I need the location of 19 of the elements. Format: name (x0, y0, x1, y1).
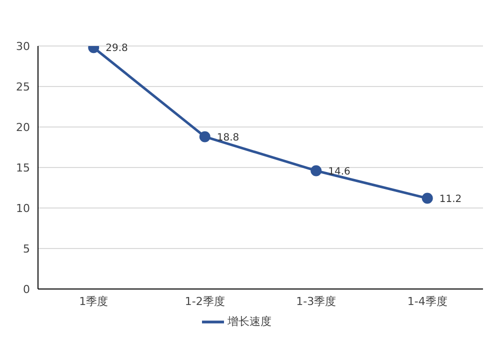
y-tick-label: 30 (16, 40, 30, 53)
legend-label: 增长速度 (228, 315, 272, 328)
data-label: 14.6 (328, 166, 350, 178)
x-tick-label: 1-4季度 (407, 294, 448, 308)
x-tick-label: 1-3季度 (296, 294, 336, 308)
x-tick-label: 1季度 (79, 294, 108, 308)
y-tick-label: 25 (16, 80, 30, 94)
point (199, 131, 210, 142)
x-tick-label: 1-2季度 (184, 294, 225, 308)
y-tick-label: 20 (16, 120, 30, 134)
point (422, 192, 433, 204)
point (310, 165, 322, 176)
y-tick-label: 15 (16, 161, 30, 174)
y-tick-label: 10 (16, 202, 30, 215)
data-label: 29.8 (106, 43, 128, 54)
y-tick-label: 5 (23, 242, 30, 256)
data-label: 11.2 (439, 194, 462, 205)
y-tick-label: 0 (23, 282, 30, 296)
data-label: 18.8 (216, 132, 240, 144)
